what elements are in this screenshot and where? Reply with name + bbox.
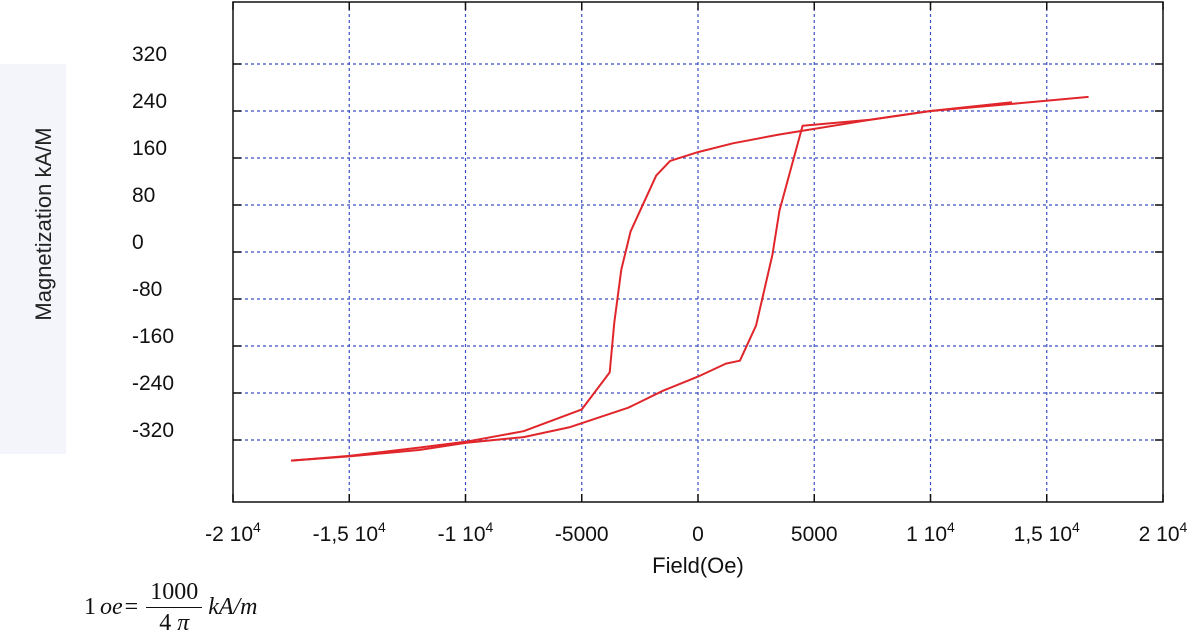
x-tick-exponent-7: 4 [1072, 519, 1080, 535]
x-tick-label-2: -1 104 [438, 519, 494, 546]
y-tick-label-1: 240 [132, 90, 167, 113]
formula-denominator-symbol: π [177, 609, 190, 636]
series-line-0 [291, 95, 1089, 462]
formula-denominator: 4 π [159, 608, 189, 636]
y-tick-label-4: 0 [132, 231, 144, 254]
y-tick-label-2: 160 [132, 137, 167, 160]
unit-conversion-formula: 1 oe = 1000 4 π kA/m [84, 576, 258, 638]
x-tick-label-1: -1,5 104 [313, 519, 386, 546]
x-tick-mantissa-8: 2 10 [1139, 523, 1180, 546]
y-tick-labels: 320 240 160 80 0 -80 -160 -240 -320 [132, 43, 174, 442]
formula-lhs-number: 1 [84, 593, 96, 620]
x-tick-mantissa-1: -1,5 10 [313, 523, 378, 546]
formula-rhs-unit: kA/m [208, 593, 258, 620]
x-tick-mantissa-2: -1 10 [438, 523, 486, 546]
formula-numerator: 1000 [146, 579, 203, 608]
x-tick-label-0: -2 104 [205, 519, 261, 546]
formula-fraction: 1000 4 π [146, 579, 203, 636]
formula-equals: = [124, 593, 139, 620]
formula-lhs-unit: oe [100, 593, 123, 620]
x-tick-label-8: 2 104 [1139, 519, 1188, 546]
series-layer [291, 95, 1089, 462]
x-tick-exponent-8: 4 [1180, 519, 1188, 535]
x-tick-exponent-1: 4 [378, 519, 386, 535]
x-tick-label-5: 5000 [791, 523, 838, 546]
x-tick-label-6: 1 104 [906, 519, 955, 546]
x-tick-exponent-2: 4 [486, 519, 494, 535]
x-axis-label: Field(Oe) [652, 553, 744, 578]
x-tick-mantissa-0: -2 10 [205, 523, 253, 546]
x-tick-label-7: 1,5 104 [1014, 519, 1080, 546]
series-line-1 [291, 101, 1013, 462]
y-tick-label-8: -320 [132, 419, 174, 442]
x-tick-mantissa-6: 1 10 [906, 523, 947, 546]
x-tick-label-4: 0 [692, 523, 704, 546]
plot-frame [232, 1, 1164, 503]
x-tick-exponent-6: 4 [947, 519, 955, 535]
formula-denominator-number: 4 [159, 609, 172, 636]
x-tick-mantissa-7: 1,5 10 [1014, 523, 1072, 546]
y-tick-label-7: -240 [132, 372, 174, 395]
y-tick-label-3: 80 [132, 184, 155, 207]
y-tick-label-6: -160 [132, 325, 174, 348]
x-tick-labels: -2 104 -1,5 104 -1 104 -5000 0 5000 1 104 1,5 1… [205, 519, 1187, 546]
grid-lines [233, 2, 1163, 502]
x-tick-exponent-0: 4 [253, 519, 261, 535]
x-tick-label-3: -5000 [555, 523, 609, 546]
y-tick-label-0: 320 [132, 43, 167, 66]
y-axis-label-background [0, 64, 66, 454]
y-tick-label-5: -80 [132, 278, 162, 301]
